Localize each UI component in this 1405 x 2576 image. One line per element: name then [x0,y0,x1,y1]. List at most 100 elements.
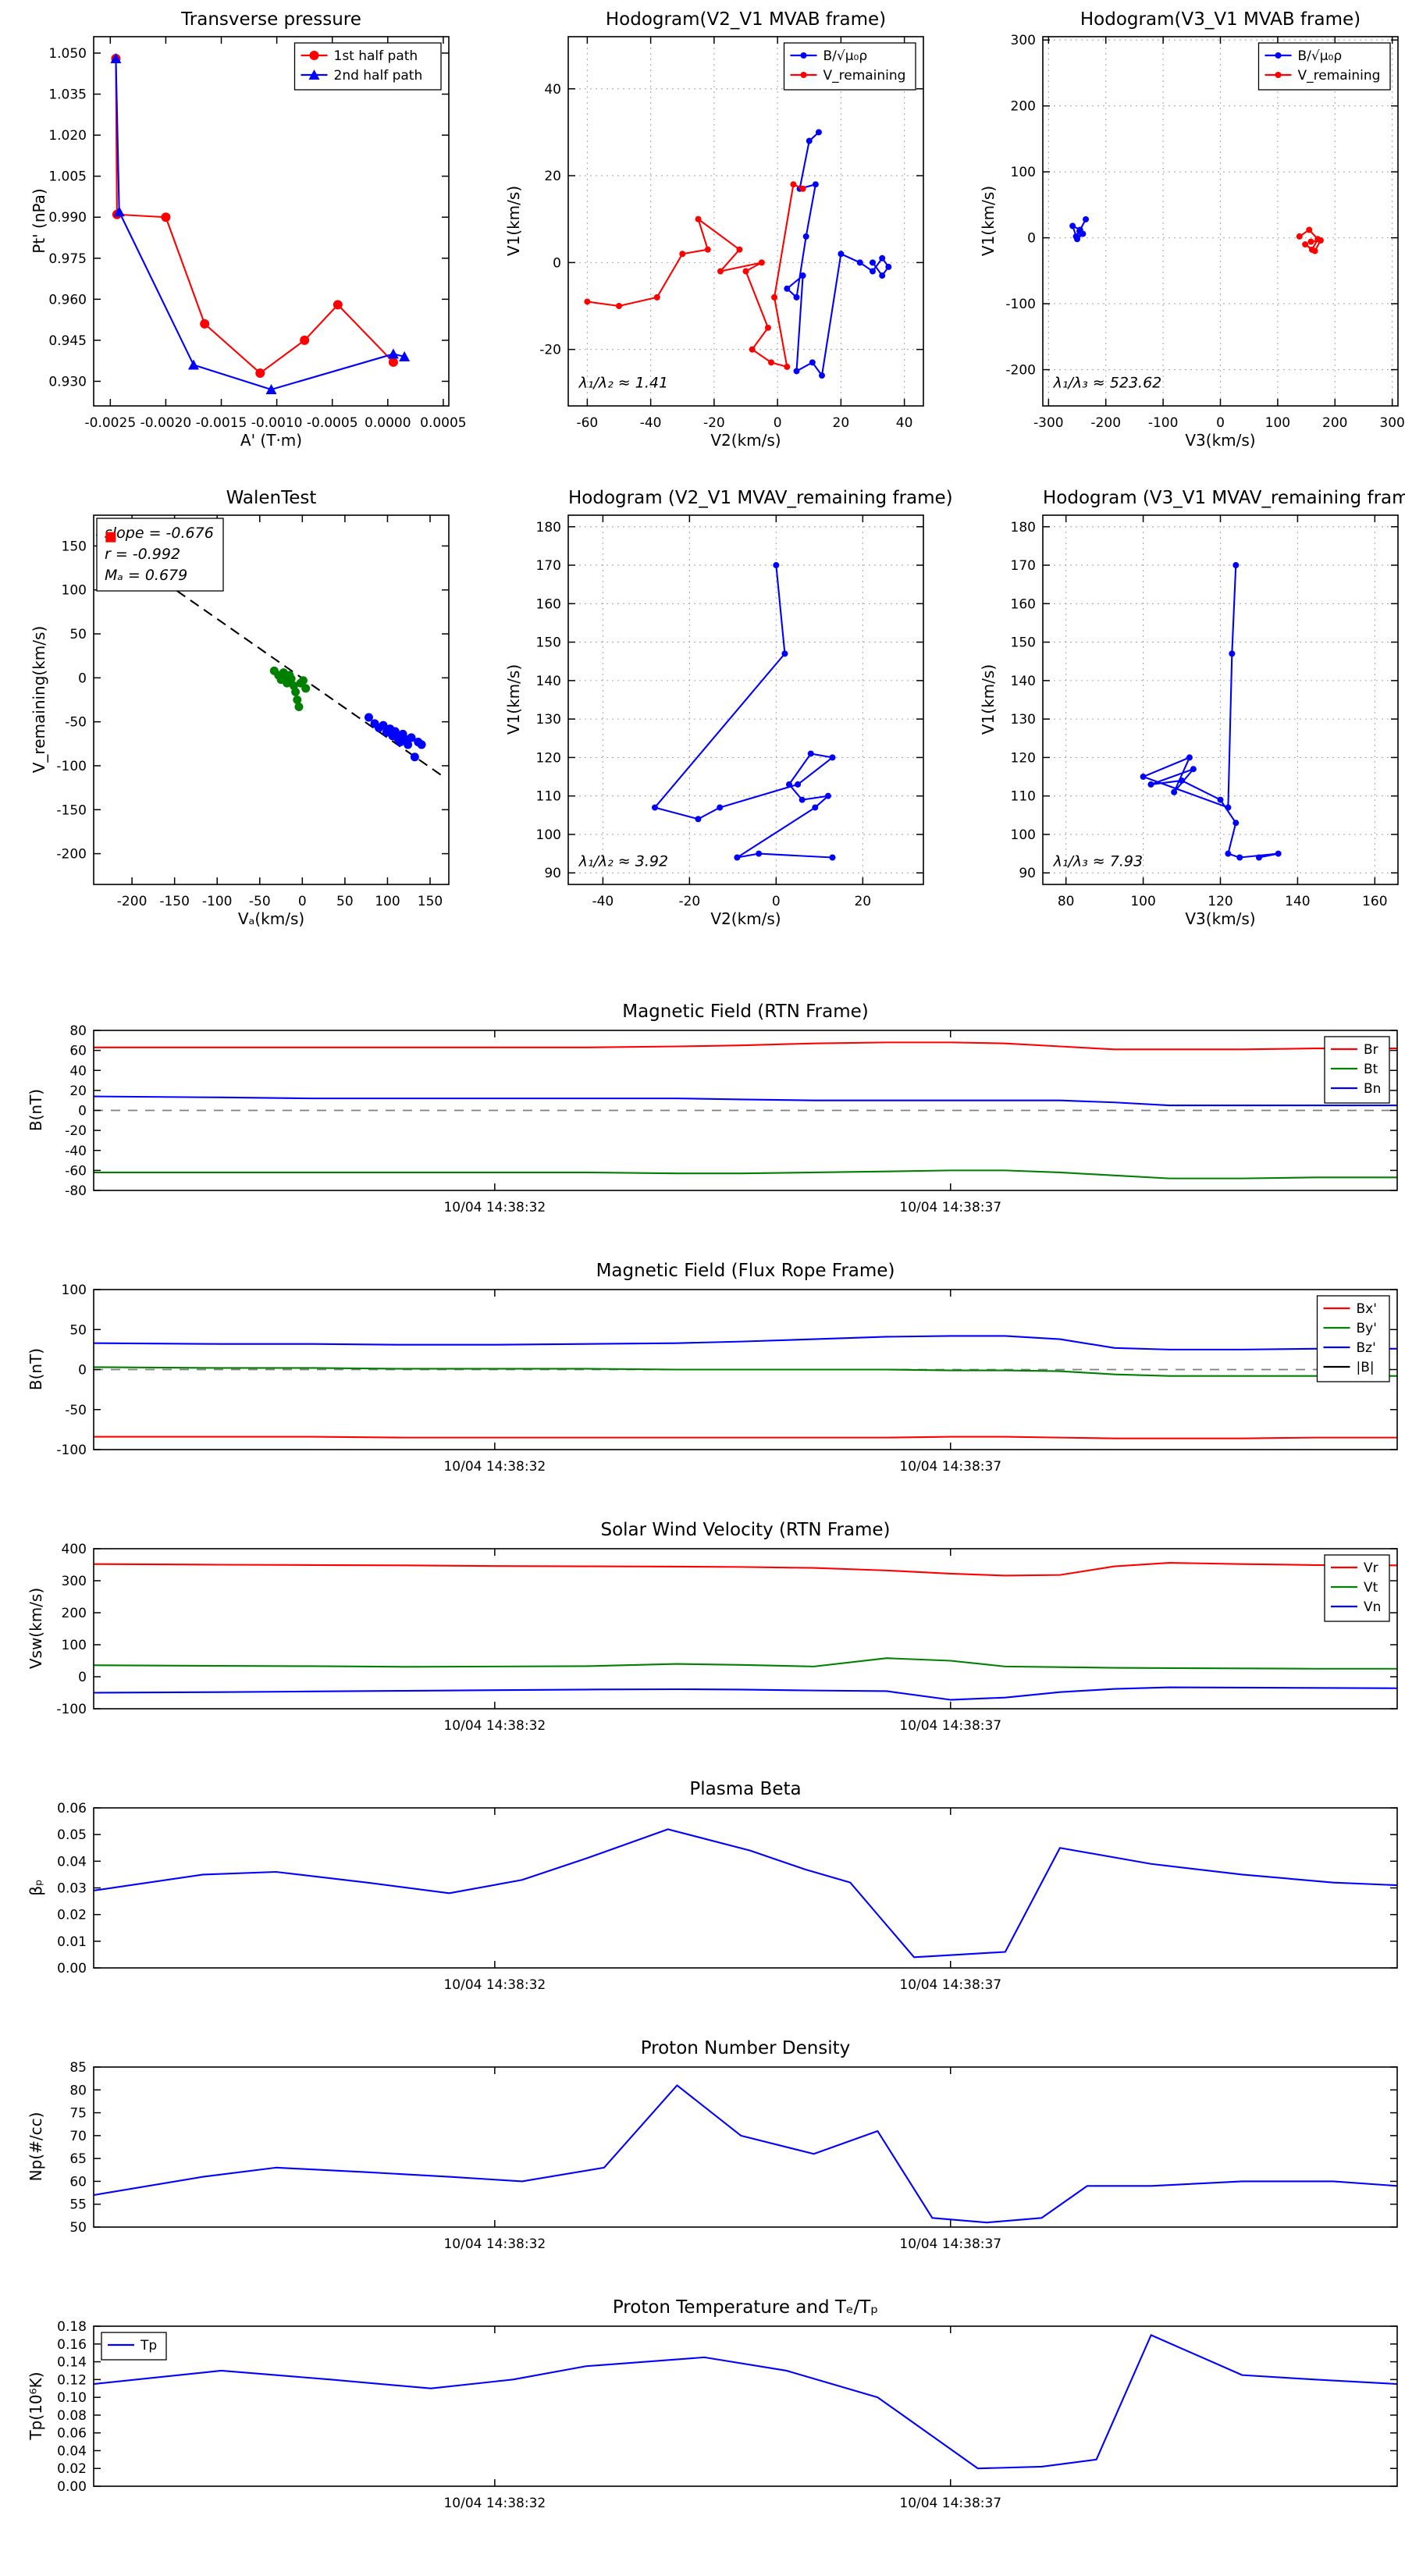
panel-title: Magnetic Field (RTN Frame) [622,1002,869,1022]
y-tick-label: 1.050 [48,46,87,62]
x-tick-label: 100 [375,894,400,909]
x-tick-label: 0 [298,894,307,909]
x-tick-label: -100 [1148,415,1179,431]
legend-label: V_remaining [1298,68,1381,84]
panel-hodogram-v3v1-mvav: 80 100 120 140 160 90 100 110 120 130 140 150 160 170… [1011,514,1399,909]
marker [1171,788,1178,795]
y-tick-label: 170 [1011,558,1036,574]
marker [653,294,660,301]
marker [771,294,778,301]
marker [800,52,807,59]
marker [1236,854,1243,861]
legend-label: Bt [1364,1062,1378,1077]
series-Bn-line [93,1095,1397,1107]
marker [704,246,711,253]
y-tick-label: 80 [69,1023,87,1039]
series-1st half path-line [115,59,394,375]
x-axis-label: V3(km/s) [1185,431,1256,450]
marker [309,51,319,60]
axes-frame [93,1548,1398,1710]
legend-box [1324,1554,1390,1622]
axes-frame [567,36,924,407]
x-tick-label: 140 [1285,894,1310,909]
marker [870,268,876,275]
marker [1072,233,1080,240]
marker [255,368,265,378]
marker [1317,237,1324,244]
x-tick-label: 150 [418,894,443,909]
marker [1275,52,1282,59]
marker [756,850,763,857]
x-tick-label: 120 [1208,894,1232,909]
x-tick-label: -20 [678,894,700,909]
y-tick-label: 50 [69,1322,87,1338]
legend-label: |B| [1357,1360,1375,1375]
x-tick-label: 40 [896,415,913,431]
panel-proton-temperature: 10/04 14:38:32 10/04 14:38:37 0.00 0.02 0.04… [57,2319,1398,2511]
marker [781,650,788,657]
marker [1229,650,1236,657]
y-tick-label: 100 [62,1283,87,1298]
y-tick-label: 300 [62,1574,87,1589]
panel-walen-test: -200 -150 -100 -50 0 50 100 150 -200 -150 -100 -50 0… [56,514,450,909]
annotation: λ₁/λ₂ ≈ 1.41 [578,374,668,391]
marker [1306,226,1313,233]
y-tick-label: 170 [536,558,561,574]
y-tick-label: -50 [65,715,87,731]
marker [695,816,702,823]
marker [1083,215,1090,222]
x-tick-label: 100 [1265,415,1290,431]
y-tick-label: 180 [1011,520,1036,535]
y-tick-label: 0.16 [57,2337,87,2353]
series-V-line [653,564,834,859]
y-tick-label: 0.01 [57,1934,87,1950]
marker [113,206,125,217]
y-tick-label: 65 [69,2151,87,2167]
y-tick-label: -40 [65,1144,87,1159]
marker [799,796,806,803]
legend-label: Bn [1364,1081,1381,1097]
marker [717,268,724,275]
legend-label: V_remaining [823,68,906,84]
marker [768,359,774,366]
series-Bx'-line [94,1436,1397,1439]
marker [404,740,413,749]
marker [417,740,426,749]
axes-frame [93,2066,1398,2228]
marker [298,676,308,685]
y-axis-label: B(nT) [27,1088,45,1132]
y-tick-label: 60 [69,1044,87,1059]
series-Vr-line [93,1561,1398,1577]
panel-title: Hodogram(V2_V1 MVAB frame) [605,9,887,30]
y-axis-label: Tp(10⁶K) [27,2371,45,2440]
y-tick-label: -20 [65,1123,87,1139]
y-tick-label: 0.04 [57,2443,87,2459]
marker [870,259,876,266]
marker [838,251,845,258]
x-axis-label: V2(km/s) [710,909,781,928]
panel-b-fluxrope: 10/04 14:38:32 10/04 14:38:37 -100 -50 0 50 10… [56,1283,1398,1475]
marker [736,246,743,253]
marker [1186,754,1193,761]
y-tick-label: 0.945 [48,333,87,349]
x-tick-label: 10/04 14:38:32 [443,2496,546,2511]
y-tick-label: 180 [536,520,561,535]
y-tick-label: -200 [1005,363,1036,379]
y-tick-label: 0.06 [57,2426,87,2442]
annotation: λ₁/λ₃ ≈ 7.93 [1053,852,1143,870]
x-tick-label: 10/04 14:38:37 [899,1977,1001,1993]
y-tick-label: 150 [62,539,87,554]
legend-label: 2nd half path [334,68,423,84]
x-tick-label: 10/04 14:38:32 [443,1977,546,1993]
y-tick-label: 130 [1011,712,1036,728]
y-tick-label: 200 [1011,99,1036,115]
y-tick-label: 120 [1011,750,1036,766]
marker [885,263,892,270]
x-tick-label: 100 [1130,894,1155,909]
marker [1076,228,1083,235]
marker [1311,247,1318,254]
marker [1179,777,1186,784]
marker [584,298,591,305]
y-tick-label: 0.02 [57,1908,87,1923]
y-tick-label: -60 [65,1163,87,1179]
